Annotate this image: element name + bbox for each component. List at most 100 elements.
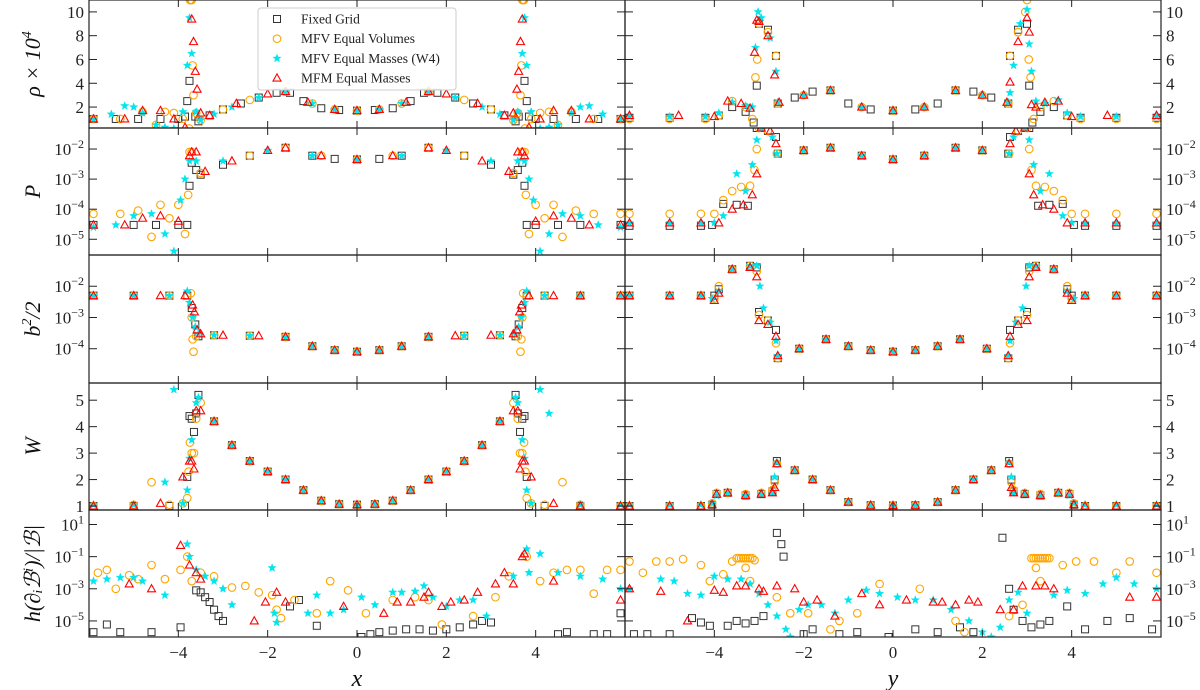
marker-mfv-equal-masses-w4 [330, 104, 340, 114]
tick-base: 5 [76, 391, 85, 410]
marker-mfv-equal-volumes [763, 27, 773, 37]
marker-mfm-equal-masses [825, 85, 836, 94]
marker-mfm-equal-masses [177, 471, 188, 481]
tick-exponent: −2 [71, 137, 84, 151]
marker-mfv-equal-masses-w4 [516, 312, 527, 322]
marker-mfv-equal-masses-w4 [977, 145, 987, 155]
marker-mfm-equal-masses [745, 262, 756, 271]
marker-mfm-equal-masses [986, 464, 997, 474]
marker-mfm-equal-masses [548, 210, 559, 220]
marker-mfv-equal-volumes [696, 209, 706, 219]
marker-fixed-grid [189, 427, 198, 436]
marker-mfm-equal-masses [124, 578, 135, 588]
marker-mfv-equal-volumes [535, 576, 545, 586]
marker-mfm-equal-masses [1066, 111, 1077, 121]
marker-mfv-equal-masses-w4 [857, 102, 867, 111]
marker-mfm-equal-masses [901, 594, 912, 604]
tick-exponent: −2 [1183, 137, 1196, 151]
marker-mfm-equal-masses [89, 113, 99, 123]
marker-mfv-equal-masses-w4 [307, 341, 317, 351]
tick-base: 4 [1166, 74, 1175, 93]
marker-mfv-equal-volumes [1018, 600, 1027, 610]
marker-mfv-equal-volumes [1024, 144, 1034, 154]
marker-mfm-equal-masses [575, 290, 586, 300]
marker-fixed-grid [185, 181, 194, 190]
panel-frame [88, 127, 626, 256]
marker-mfv-equal-volumes [189, 347, 198, 357]
tick-exponent: −1 [1183, 545, 1196, 559]
marker-mfm-equal-masses [1080, 217, 1091, 227]
marker-mfm-equal-masses [1013, 319, 1024, 328]
panel-frame [624, 254, 1162, 384]
marker-mfv-equal-masses-w4 [129, 572, 139, 582]
marker-mfm-equal-masses [329, 104, 340, 113]
marker-mfv-equal-masses-w4 [933, 341, 943, 351]
tick-base: 10 [54, 230, 71, 249]
marker-mfm-equal-masses [338, 601, 349, 610]
marker-mfv-equal-masses-w4 [196, 115, 206, 125]
marker-fixed-grid [554, 630, 562, 637]
marker-mfv-equal-masses-w4 [1111, 218, 1121, 227]
marker-fixed-grid [752, 81, 761, 90]
marker-mfv-equal-masses-w4 [714, 286, 724, 296]
marker-mfv-equal-volumes [521, 190, 531, 200]
marker-mfv-equal-masses-w4 [763, 600, 773, 609]
tick-base: 5 [1166, 391, 1175, 410]
marker-mfv-equal-volumes [115, 209, 125, 219]
x-axis-title: x [351, 666, 363, 690]
marker-mfv-equal-masses-w4 [374, 345, 384, 355]
marker-mfv-equal-masses-w4 [89, 114, 99, 123]
marker-mfv-equal-masses-w4 [575, 102, 585, 111]
x-tick-label: −2 [795, 643, 813, 662]
marker-mfv-equal-masses-w4 [625, 290, 635, 300]
marker-mfv-equal-masses-w4 [1075, 111, 1086, 121]
marker-mfv-equal-masses-w4 [193, 392, 204, 402]
marker-mfm-equal-masses [756, 128, 767, 132]
marker-mfv-equal-masses-w4 [709, 571, 719, 581]
marker-mfm-equal-masses [155, 498, 166, 507]
marker-mfv-equal-volumes [115, 114, 125, 124]
marker-mfm-equal-masses [751, 271, 762, 281]
marker-mfv-equal-masses-w4 [950, 485, 961, 495]
marker-mfm-equal-masses [119, 113, 130, 123]
marker-mfm-equal-masses [352, 346, 362, 356]
ylabel-main: ρ × 10 [20, 38, 45, 97]
marker-fixed-grid [554, 220, 562, 229]
marker-mfv-equal-masses-w4 [535, 123, 545, 128]
marker-mfm-equal-masses [187, 299, 198, 309]
marker-mfv-equal-masses-w4 [964, 616, 974, 625]
marker-mfv-equal-masses-w4 [184, 12, 195, 22]
marker-mfm-equal-masses [751, 14, 762, 24]
marker-mfv-equal-volumes [133, 206, 143, 215]
tick-base: 10 [54, 308, 71, 327]
marker-mfv-equal-masses-w4 [753, 7, 763, 16]
ylabel-main: h(∂ᵢℬⁱ)/|ℬ| [20, 525, 45, 622]
marker-fixed-grid [732, 200, 741, 209]
marker-mfv-equal-masses-w4 [745, 579, 755, 588]
marker-mfm-equal-masses [226, 155, 237, 165]
marker-mfv-equal-masses-w4 [696, 290, 706, 300]
marker-mfm-equal-masses [1001, 96, 1012, 106]
ylabel-superscript: 4 [20, 31, 35, 38]
marker-mfm-equal-masses [1028, 189, 1039, 199]
marker-mfm-equal-masses [771, 580, 782, 590]
marker-mfm-equal-masses [450, 330, 461, 340]
tick-base: 10 [54, 170, 71, 189]
marker-mfm-equal-masses [950, 484, 961, 494]
marker-mfv-equal-volumes [745, 553, 755, 563]
marker-fixed-grid [987, 93, 996, 102]
marker-mfm-equal-masses [856, 101, 867, 111]
marker-mfv-equal-volumes [147, 232, 156, 242]
marker-mfm-equal-masses [280, 331, 291, 341]
marker-mfv-equal-masses-w4 [129, 290, 139, 300]
marker-mfv-equal-masses-w4 [986, 632, 996, 637]
marker-mfv-equal-volumes [1031, 181, 1041, 191]
marker-mfv-equal-volumes [696, 560, 706, 570]
tick-exponent: −5 [1183, 227, 1196, 241]
marker-mfm-equal-masses [765, 128, 776, 135]
marker-mfv-equal-masses-w4 [656, 574, 666, 584]
marker-mfv-equal-volumes [1029, 114, 1039, 124]
tick-exponent: −2 [71, 274, 84, 288]
y-tick-label: 4 [76, 418, 85, 437]
